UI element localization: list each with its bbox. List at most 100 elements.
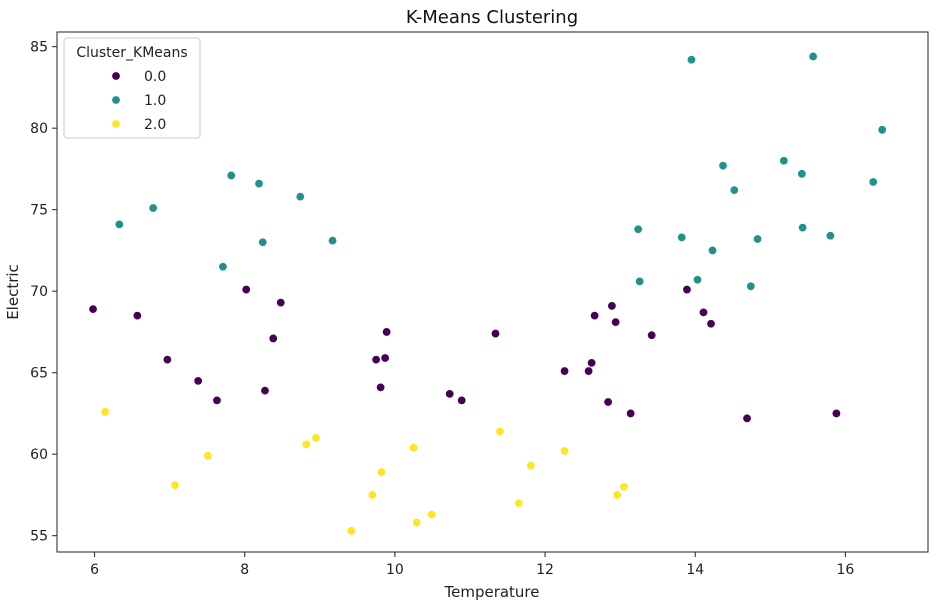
data-point (408, 442, 419, 453)
data-point (634, 276, 645, 287)
legend-entry-label: 2.0 (144, 117, 166, 133)
data-point (779, 156, 789, 166)
data-point (646, 330, 657, 340)
data-point (100, 407, 110, 417)
data-point (633, 224, 643, 234)
data-point (260, 385, 270, 396)
data-point (825, 231, 836, 241)
legend-title: Cluster_KMeans (76, 45, 187, 61)
data-point (193, 376, 203, 386)
data-point (218, 262, 228, 272)
data-point (526, 460, 536, 471)
data-point (376, 467, 387, 477)
data-point (490, 328, 501, 339)
data-point (162, 354, 173, 365)
data-point (311, 433, 321, 443)
data-point (457, 395, 467, 406)
data-point (367, 490, 378, 500)
data-point (212, 395, 222, 406)
data-point (706, 319, 716, 329)
data-point (686, 55, 697, 65)
data-point (559, 446, 570, 456)
legend-marker (111, 119, 121, 129)
data-point (698, 307, 709, 318)
data-point (226, 170, 236, 181)
data-point (692, 275, 703, 285)
y-tick-label: 65 (30, 366, 48, 382)
legend-entry-label: 1.0 (144, 93, 166, 109)
y-tick-label: 55 (30, 529, 48, 545)
data-point (612, 490, 622, 500)
data-point (559, 366, 570, 376)
data-point (607, 301, 617, 311)
data-point (514, 498, 524, 508)
data-point (426, 509, 437, 520)
legend-entry-label: 0.0 (144, 69, 166, 85)
data-point (746, 281, 756, 291)
data-point (808, 51, 818, 62)
legend-box (63, 37, 201, 139)
chart-title: K-Means Clustering (406, 7, 578, 28)
data-point (610, 317, 621, 327)
data-point (729, 185, 739, 195)
data-point (868, 177, 878, 187)
legend-marker (111, 71, 121, 81)
x-tick-label: 16 (836, 562, 854, 578)
data-point (583, 366, 594, 376)
x-tick-label: 14 (686, 562, 704, 578)
data-point (589, 310, 600, 321)
data-point (411, 517, 422, 528)
plot-frame (56, 31, 929, 553)
y-tick-label: 80 (30, 121, 48, 137)
data-point (797, 169, 807, 179)
data-point (752, 234, 763, 244)
data-point (586, 358, 597, 368)
data-point (603, 397, 613, 407)
data-point (682, 284, 692, 295)
legend: Cluster_KMeans 0.0 1.0 2.0 (63, 37, 201, 139)
data-point (375, 382, 386, 393)
x-tick-label: 8 (240, 562, 249, 578)
data-point (445, 389, 455, 399)
data-point (148, 203, 158, 213)
data-point (346, 526, 357, 536)
data-point (625, 408, 636, 419)
y-axis-label: Electric (4, 264, 22, 320)
data-point (619, 482, 629, 492)
x-tick-label: 6 (90, 562, 99, 578)
data-point (495, 426, 505, 437)
data-point (677, 232, 687, 243)
data-point (114, 219, 125, 230)
data-point (295, 191, 305, 202)
data-point (381, 327, 392, 337)
data-point (268, 333, 278, 344)
x-tick-label: 10 (386, 562, 404, 578)
plot-area: 6 8 10 12 14 16 55 60 65 70 75 80 85 (30, 31, 929, 578)
y-tick-label: 85 (30, 40, 48, 56)
data-point (877, 125, 887, 135)
y-tick-label: 60 (30, 447, 48, 463)
data-point (132, 310, 143, 321)
data-point (241, 284, 251, 295)
data-point (88, 304, 98, 314)
x-axis-label: Temperature (443, 583, 539, 600)
y-tick-label: 75 (30, 203, 48, 219)
data-point (831, 408, 842, 419)
data-point (371, 354, 381, 365)
data-point (707, 245, 718, 256)
data-point (276, 297, 286, 308)
data-point (258, 237, 268, 247)
data-point (327, 235, 338, 246)
data-point (254, 178, 264, 189)
data-point (301, 439, 311, 450)
data-point (742, 413, 752, 424)
data-point (797, 222, 808, 233)
data-point (203, 451, 213, 461)
data-point (380, 353, 390, 363)
data-point (718, 160, 728, 171)
legend-marker (111, 95, 121, 105)
data-point (170, 480, 180, 490)
x-tick-label: 12 (536, 562, 554, 578)
y-tick-label: 70 (30, 284, 48, 300)
